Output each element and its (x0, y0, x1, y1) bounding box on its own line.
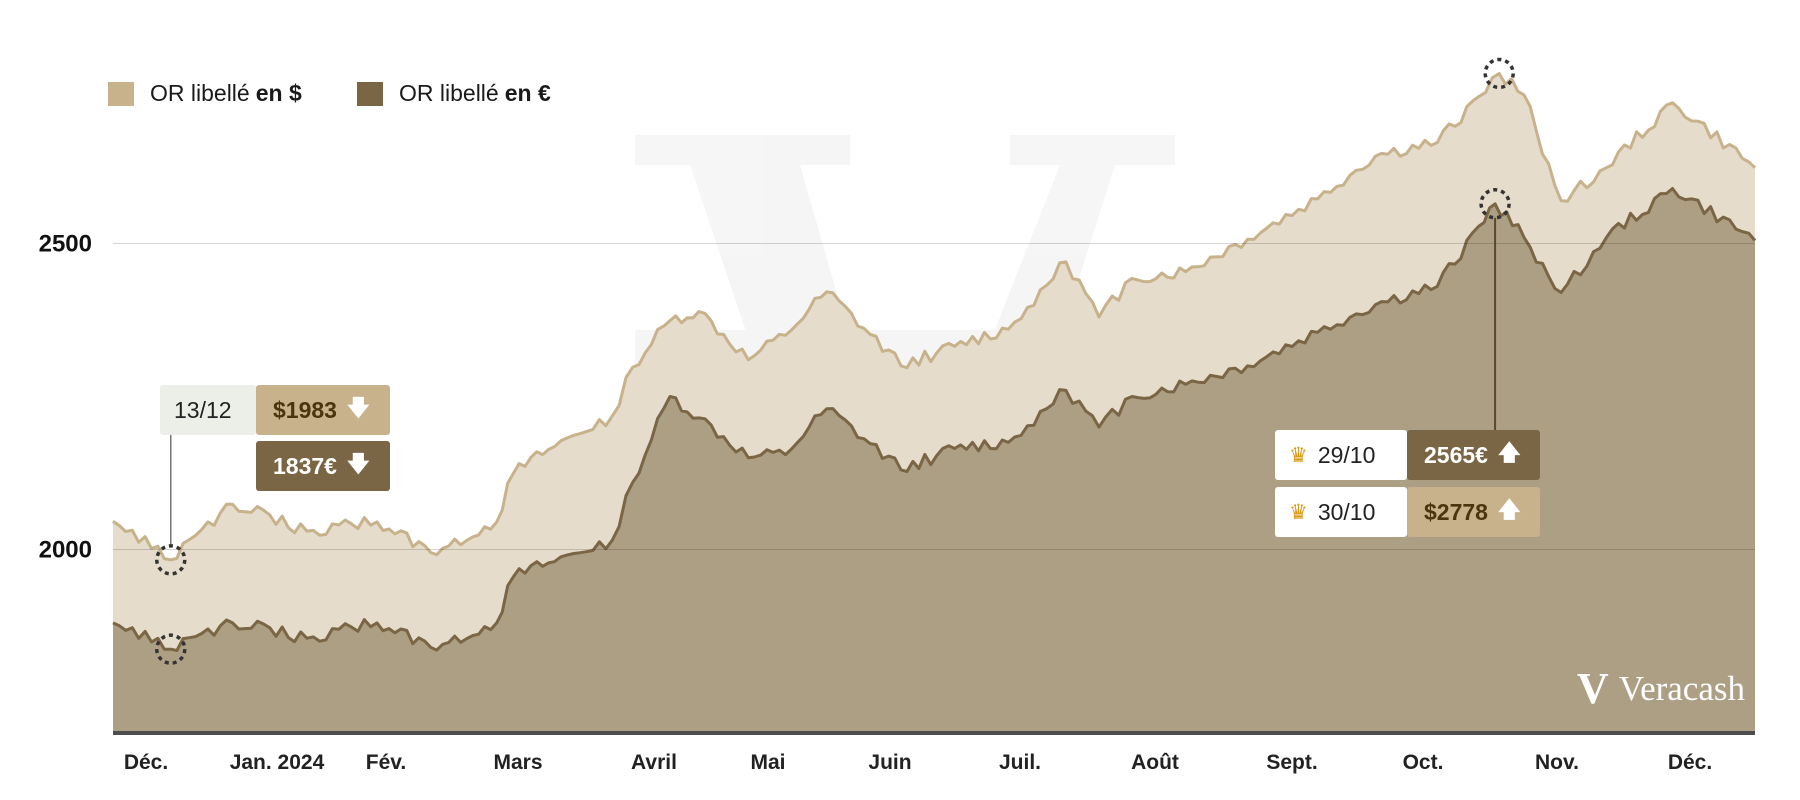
high-usd-badge: $2778 🡅 (1407, 487, 1540, 537)
x-tick-label: Nov. (1535, 751, 1579, 774)
crown-icon: ♛ (1289, 443, 1308, 467)
series-line-usd (112, 72, 1757, 562)
arrow-down-icon: 🡇 (346, 451, 370, 476)
x-tick-label: Avril (631, 751, 677, 774)
low-date-text: 13/12 (174, 396, 232, 423)
high-usd-value: $2778 (1424, 498, 1488, 525)
marker-low-eur (155, 633, 187, 665)
arrow-up-icon: 🡅 (1497, 440, 1521, 465)
high-eur-value: 2565€ (1424, 441, 1488, 468)
legend-item-eur[interactable]: OR libellé en € (357, 80, 551, 107)
marker-low-usd (155, 544, 187, 576)
x-tick-label: Juil. (999, 751, 1041, 774)
veracash-logo: V Veracash (1577, 663, 1745, 714)
low-usd-badge: $1983 🡇 (256, 385, 390, 435)
legend-bold-eur: en € (504, 80, 551, 106)
legend-swatch-eur (357, 81, 383, 106)
high-usd-date-label: ♛ 30/10 (1275, 487, 1407, 537)
legend-label-eur: OR libellé (399, 80, 499, 106)
high-eur-badge: 2565€ 🡅 (1407, 430, 1540, 480)
high-eur-date-text: 29/10 (1317, 441, 1376, 468)
high-eur-date-label: ♛ 29/10 (1275, 430, 1407, 480)
x-tick-label: Oct. (1403, 751, 1444, 774)
low-eur-badge: 1837€ 🡇 (256, 441, 390, 491)
brand-name: Veracash (1618, 668, 1745, 708)
x-tick-label: Mai (750, 751, 785, 774)
legend-bold-usd: en $ (255, 80, 302, 106)
x-tick-label: Août (1131, 751, 1179, 774)
marker-high-usd (1483, 57, 1515, 90)
arrow-down-icon: 🡇 (346, 395, 370, 420)
veracash-mark-icon: V (1576, 664, 1609, 713)
x-tick-label: Déc. (1668, 751, 1712, 774)
x-tick-label: Fév. (366, 751, 406, 774)
x-tick-label: Juin (868, 751, 911, 774)
low-date-label: 13/12 (160, 385, 256, 435)
high-usd-date-text: 30/10 (1317, 498, 1376, 525)
legend-label-usd: OR libellé (150, 80, 250, 106)
y-tick-label: 2500 (39, 231, 92, 258)
y-tick-label: 2000 (39, 536, 92, 563)
low-eur-value: 1837€ (273, 452, 337, 479)
x-tick-label: Sept. (1266, 751, 1317, 774)
x-tick-label: Déc. (124, 751, 168, 774)
legend-swatch-usd (108, 81, 134, 106)
crown-icon: ♛ (1289, 500, 1308, 524)
arrow-up-icon: 🡅 (1497, 497, 1521, 522)
x-tick-label: Jan. 2024 (230, 751, 325, 774)
legend-item-usd[interactable]: OR libellé en $ (108, 80, 302, 107)
low-usd-value: $1983 (273, 396, 337, 423)
series-line-eur (112, 187, 1757, 652)
x-tick-label: Mars (493, 751, 542, 774)
marker-high-eur (1479, 188, 1511, 220)
